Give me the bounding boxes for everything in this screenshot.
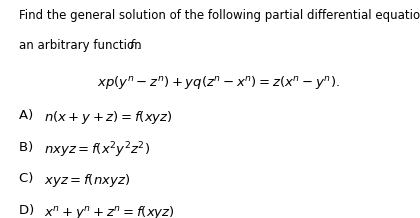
Text: D): D) (19, 204, 38, 217)
Text: f: f (129, 39, 134, 52)
Text: C): C) (19, 172, 37, 185)
Text: B): B) (19, 141, 37, 154)
Text: $xyz = f(nxyz)$: $xyz = f(nxyz)$ (44, 172, 130, 189)
Text: $x^{n} + y^{n} + z^{n} = f(xyz)$: $x^{n} + y^{n} + z^{n} = f(xyz)$ (44, 204, 175, 218)
Text: $n(x + y + z) = f(xyz)$: $n(x + y + z) = f(xyz)$ (44, 109, 173, 126)
Text: $nxyz = f(x^{2}y^{2}z^{2})$: $nxyz = f(x^{2}y^{2}z^{2})$ (44, 141, 150, 160)
Text: .: . (137, 39, 141, 52)
Text: A): A) (19, 109, 37, 122)
Text: an arbitrary function: an arbitrary function (19, 39, 145, 52)
Text: $xp(y^{n} - z^{n}) + yq(z^{n} - x^{n}) = z(x^{n} - y^{n}).$: $xp(y^{n} - z^{n}) + yq(z^{n} - x^{n}) =… (97, 74, 340, 91)
Text: Find the general solution of the following partial differential equation for: Find the general solution of the followi… (19, 9, 420, 22)
